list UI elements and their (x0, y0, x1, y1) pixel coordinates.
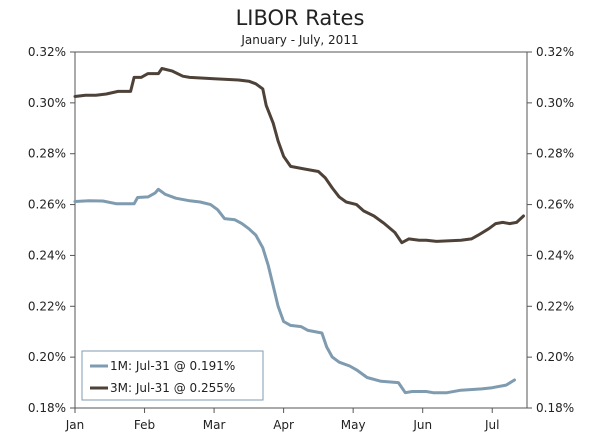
legend: 1M: Jul-31 @ 0.191% 3M: Jul-31 @ 0.255% (81, 350, 264, 401)
y-tick-label-left: 0.28% (28, 147, 66, 161)
chart-title: LIBOR Rates (236, 6, 365, 30)
x-axis: Jan Feb Mar Apr May Jun Jul (65, 408, 499, 432)
series-layer (73, 67, 525, 395)
x-tick-label: Jun (412, 418, 432, 432)
legend-label-1m: 1M: Jul-31 @ 0.191% (110, 359, 235, 373)
y-tick-label-left: 0.18% (28, 401, 66, 415)
y-tick-label-right: 0.32% (536, 45, 574, 59)
y-tick-label-right: 0.18% (536, 401, 574, 415)
y-tick-label-right: 0.22% (536, 299, 574, 313)
legend-box (81, 350, 264, 401)
y-tick-label-left: 0.32% (28, 45, 66, 59)
y-tick-label-right: 0.20% (536, 350, 574, 364)
chart-subtitle: January - July, 2011 (240, 33, 358, 47)
legend-label-3m: 3M: Jul-31 @ 0.255% (110, 381, 235, 395)
y-tick-label-right: 0.30% (536, 96, 574, 110)
y-tick-label-right: 0.24% (536, 248, 574, 262)
x-tick-label: Apr (273, 418, 294, 432)
y-tick-label-right: 0.28% (536, 147, 574, 161)
y-tick-label-right: 0.26% (536, 198, 574, 212)
y-axis-left: 0.18% 0.20% 0.22% 0.24% 0.26% 0.28% 0.30% 0.32% (28, 45, 75, 415)
plot-frame (74, 51, 528, 409)
y-tick-label-left: 0.30% (28, 96, 66, 110)
y-tick-label-left: 0.22% (28, 299, 66, 313)
x-tick-label: Mar (203, 418, 226, 432)
y-axis-right: 0.18% 0.20% 0.22% 0.24% 0.26% 0.28% 0.30% 0.32% (527, 45, 574, 415)
y-tick-label-left: 0.24% (28, 248, 66, 262)
x-tick-label: Jan (65, 418, 85, 432)
y-tick-label-left: 0.26% (28, 198, 66, 212)
y-tick-label-left: 0.20% (28, 350, 66, 364)
series-line-1m (73, 187, 516, 395)
x-tick-label: May (341, 418, 366, 432)
x-tick-label: Feb (134, 418, 155, 432)
series-line-3m (73, 67, 525, 245)
x-tick-label: Jul (484, 418, 499, 432)
